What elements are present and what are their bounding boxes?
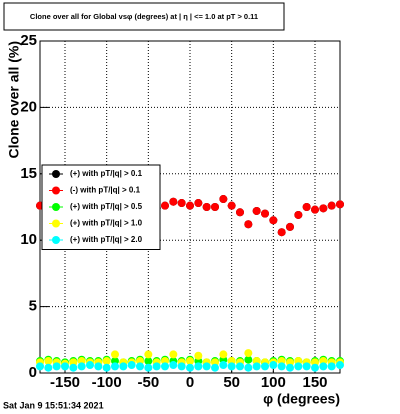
data-point [244,220,253,229]
data-point [319,362,328,371]
title-box [3,2,285,31]
chart-title: Clone over all for Global vsφ (degrees) … [30,12,258,21]
data-point [102,357,111,366]
data-point [194,362,203,371]
y-tick-label: 10 [20,231,37,248]
data-point [252,206,261,215]
data-point [277,228,286,237]
data-point [219,195,228,204]
data-point [177,199,186,208]
data-point [236,362,244,371]
legend-marker [52,219,60,228]
y-tick-label: 0 [29,364,37,381]
legend-label: (+) with pT/|q| > 0.5 [70,202,143,211]
data-point [202,362,211,371]
data-point [269,216,278,225]
data-point [252,362,261,371]
data-point [111,362,119,371]
data-point [77,362,86,371]
data-point [177,362,186,371]
data-point [286,363,294,372]
data-point [302,203,311,211]
x-tick-label: 100 [261,374,286,391]
data-point [102,363,111,372]
data-point [277,362,286,371]
data-point [186,363,194,372]
data-point [294,362,303,371]
y-tick-label: 20 [20,98,37,115]
legend-marker [52,186,60,195]
data-point [244,349,253,358]
data-point [261,362,269,371]
y-tick-label: 15 [20,165,37,182]
data-point [144,363,153,372]
data-point [336,361,344,370]
x-tick-label: 0 [186,374,194,391]
data-point [86,361,94,370]
legend-marker [52,203,60,211]
legend-label: (+) with pT/|q| > 1.0 [70,219,143,228]
x-axis-label: φ (degrees) [263,391,340,407]
data-point [69,363,78,372]
data-point [144,350,153,359]
data-point [194,351,203,360]
data-point [161,362,169,371]
data-point [152,362,161,371]
data-point [311,205,319,214]
data-point [161,201,169,210]
x-tick-label: 150 [302,374,327,391]
data-point [227,362,236,371]
data-point [227,201,236,210]
legend-marker [52,236,60,244]
y-tick-label: 5 [29,298,37,315]
data-point [144,357,153,366]
data-point [244,363,253,372]
data-point [269,361,278,370]
data-point [169,361,178,370]
data-point [136,362,144,371]
data-point [294,210,303,219]
data-point [244,355,253,364]
data-point [44,357,53,366]
data-point [261,209,269,218]
data-point [302,362,311,371]
data-point [327,201,336,210]
data-point [61,362,69,371]
data-point [219,350,228,359]
y-axis-label: Clone over all (%) [6,41,22,158]
data-point [36,362,44,371]
legend-marker [52,170,60,178]
data-point [336,200,344,209]
timestamp: Sat Jan 9 15:51:34 2021 [3,400,104,410]
data-point [211,203,219,211]
data-point [311,363,319,372]
data-point [219,361,228,370]
data-point [186,357,194,366]
x-tick-label: -50 [137,374,159,391]
x-tick-label: -100 [92,374,122,391]
data-point [169,350,178,359]
legend-label: (+) with pT/|q| > 0.1 [70,169,143,178]
data-point [236,208,244,217]
data-point [127,361,136,370]
data-point [52,362,61,371]
legend-label: (-) with pT/|q| > 0.1 [70,186,141,195]
legend-label: (+) with pT/|q| > 2.0 [70,235,143,244]
data-point [211,363,219,372]
data-point [327,362,336,371]
data-point [286,222,294,231]
x-tick-label: 50 [223,374,240,391]
data-point [169,197,178,206]
x-tick-label: -150 [50,374,80,391]
data-point [119,362,128,371]
data-point [94,362,103,371]
data-point [186,201,194,210]
data-point [194,199,203,208]
data-point [111,350,119,359]
data-point [319,204,328,213]
y-tick-label: 25 [20,32,37,49]
data-point [44,363,53,372]
data-point [202,203,211,211]
